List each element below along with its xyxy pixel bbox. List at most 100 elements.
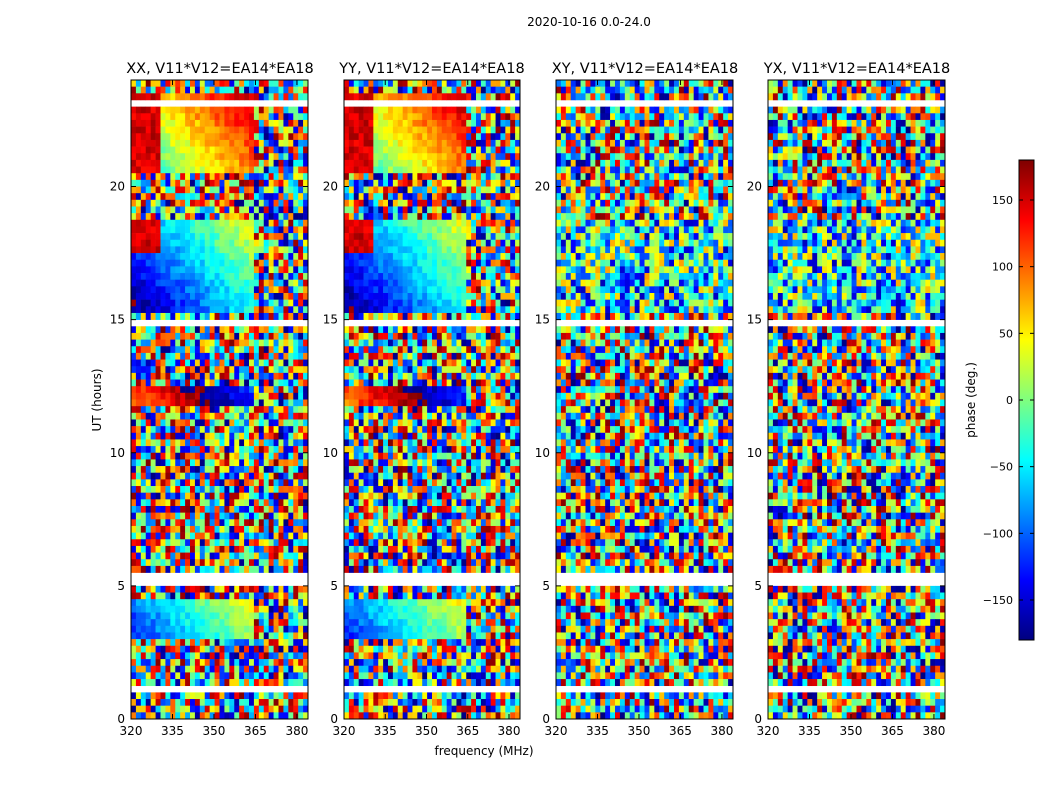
heatmap-cell (175, 592, 181, 600)
heatmap-cell (268, 479, 274, 487)
heatmap-cell (288, 339, 294, 347)
heatmap-cell (170, 166, 176, 174)
heatmap-cell (407, 179, 413, 187)
heatmap-cell (234, 486, 240, 493)
heatmap-cell (293, 652, 299, 660)
heatmap-cell (461, 306, 467, 314)
heatmap-cell (298, 492, 304, 500)
heatmap-cell (461, 279, 467, 287)
heatmap-cell (209, 592, 215, 600)
heatmap-cell (185, 166, 191, 174)
heatmap-cell (344, 153, 350, 161)
heatmap-cell (175, 259, 181, 267)
heatmap-cell (500, 146, 506, 154)
heatmap-cell (451, 159, 457, 167)
heatmap-cell (131, 659, 137, 667)
heatmap-cell (190, 426, 196, 434)
heatmap-cell (253, 299, 260, 307)
heatmap-cell (175, 186, 181, 194)
heatmap-cell (239, 326, 245, 334)
heatmap-cell (190, 379, 196, 387)
heatmap-cell (239, 273, 245, 280)
heatmap-cell (344, 366, 350, 374)
heatmap-cell (219, 246, 225, 254)
heatmap-cell (175, 472, 181, 480)
heatmap-cell (199, 159, 206, 167)
heatmap-cell (278, 166, 284, 174)
heatmap-cell (190, 512, 196, 520)
heatmap-cell (441, 366, 447, 374)
heatmap-cell (145, 659, 151, 667)
heatmap-cell (175, 179, 181, 187)
heatmap-cell (392, 199, 399, 207)
heatmap-cell (214, 539, 220, 547)
heatmap-cell (417, 199, 423, 207)
heatmap-cell (170, 206, 176, 214)
heatmap-cell (204, 539, 210, 547)
heatmap-cell (298, 439, 304, 447)
heatmap-cell (461, 146, 467, 154)
heatmap-cell (427, 173, 433, 181)
heatmap-cell (180, 346, 186, 354)
heatmap-cell (185, 206, 191, 214)
heatmap-cell (417, 233, 423, 241)
heatmap-cell (283, 299, 289, 307)
heatmap-cell (175, 619, 181, 627)
heatmap-cell (456, 299, 462, 307)
heatmap-cell (495, 153, 501, 161)
heatmap-cell (397, 386, 403, 394)
heatmap-cell (160, 359, 166, 367)
heatmap-cell (388, 306, 394, 314)
heatmap-cell (199, 332, 206, 340)
heatmap-cell (446, 299, 452, 307)
heatmap-cell (417, 159, 423, 167)
heatmap-cell (204, 239, 210, 247)
heatmap-cell (358, 359, 364, 367)
heatmap-cell (268, 619, 274, 627)
heatmap-cell (229, 306, 235, 314)
heatmap-cell (175, 346, 181, 354)
heatmap-cell (155, 452, 161, 460)
heatmap-cell (175, 273, 181, 280)
heatmap-cell (407, 199, 413, 207)
heatmap-cell (204, 545, 210, 553)
heatmap-cell (353, 379, 359, 387)
heatmap-cell (150, 372, 156, 380)
heatmap-cell (373, 166, 379, 174)
heatmap-cell (165, 159, 171, 167)
heatmap-cell (461, 86, 467, 94)
heatmap-cell (432, 239, 438, 247)
heatmap-cell (303, 632, 309, 640)
heatmap-cell (155, 206, 161, 214)
heatmap-cell (490, 332, 496, 340)
heatmap-cell (515, 179, 521, 187)
heatmap-cell (432, 352, 438, 360)
heatmap-cell (185, 466, 191, 474)
heatmap-cell (199, 126, 206, 134)
heatmap-cell (165, 605, 171, 613)
heatmap-cell (515, 166, 521, 174)
heatmap-cell (293, 672, 299, 680)
heatmap-cell (170, 213, 176, 221)
heatmap-cell (131, 599, 137, 607)
heatmap-cell (224, 592, 230, 600)
heatmap-cell (278, 712, 284, 720)
heatmap-cell (190, 659, 196, 667)
heatmap-cell (441, 173, 447, 181)
heatmap-cell (466, 133, 472, 141)
heatmap-cell (451, 193, 457, 201)
heatmap-cell (194, 359, 201, 367)
heatmap-cell (199, 619, 206, 627)
heatmap-cell (515, 173, 521, 181)
heatmap-cell (150, 299, 156, 307)
heatmap-cell (224, 346, 230, 354)
heatmap-cell (170, 439, 176, 447)
heatmap-cell (180, 246, 186, 254)
heatmap-cell (155, 506, 161, 513)
heatmap-cell (160, 592, 166, 600)
heatmap-cell (140, 359, 147, 367)
heatmap-cell (234, 273, 240, 280)
heatmap-cell (253, 532, 260, 540)
heatmap-cell (436, 286, 443, 294)
heatmap-cell (388, 352, 394, 360)
